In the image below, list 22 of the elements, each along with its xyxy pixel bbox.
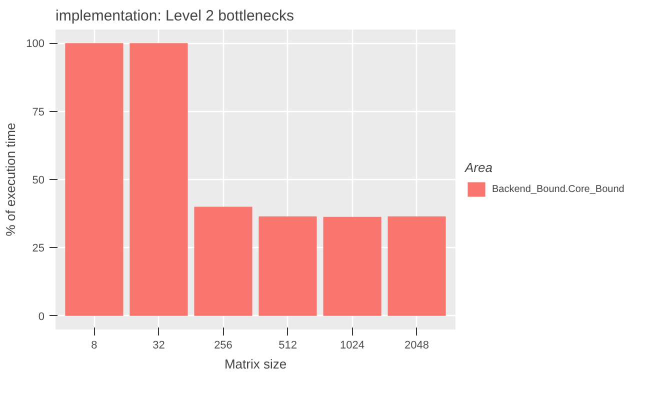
y-tick-label: 50 [32,174,45,186]
x-tick-label: 512 [278,340,297,352]
x-tick-label: 32 [152,340,165,352]
bar [194,206,252,316]
bar [388,216,446,316]
legend-title: Area [465,160,494,175]
bar [130,43,188,316]
x-tick-label: 2048 [404,340,430,352]
chart-title: implementation: Level 2 bottlenecks [56,8,294,24]
bar [323,216,382,316]
x-axis-title: Matrix size [224,356,287,372]
bar [65,43,124,316]
y-tick-label: 0 [38,310,45,323]
y-tick-label: 100 [26,38,45,50]
bar [258,216,317,316]
y-axis-title: % of execution time [3,122,18,236]
y-tick-label: 25 [32,242,45,255]
legend-label: Backend_Bound.Core_Bound [492,184,624,194]
x-tick-label: 256 [214,340,232,352]
x-tick-label: 1024 [340,340,365,352]
y-tick-label: 75 [32,106,45,118]
x-tick-label: 8 [91,340,98,352]
